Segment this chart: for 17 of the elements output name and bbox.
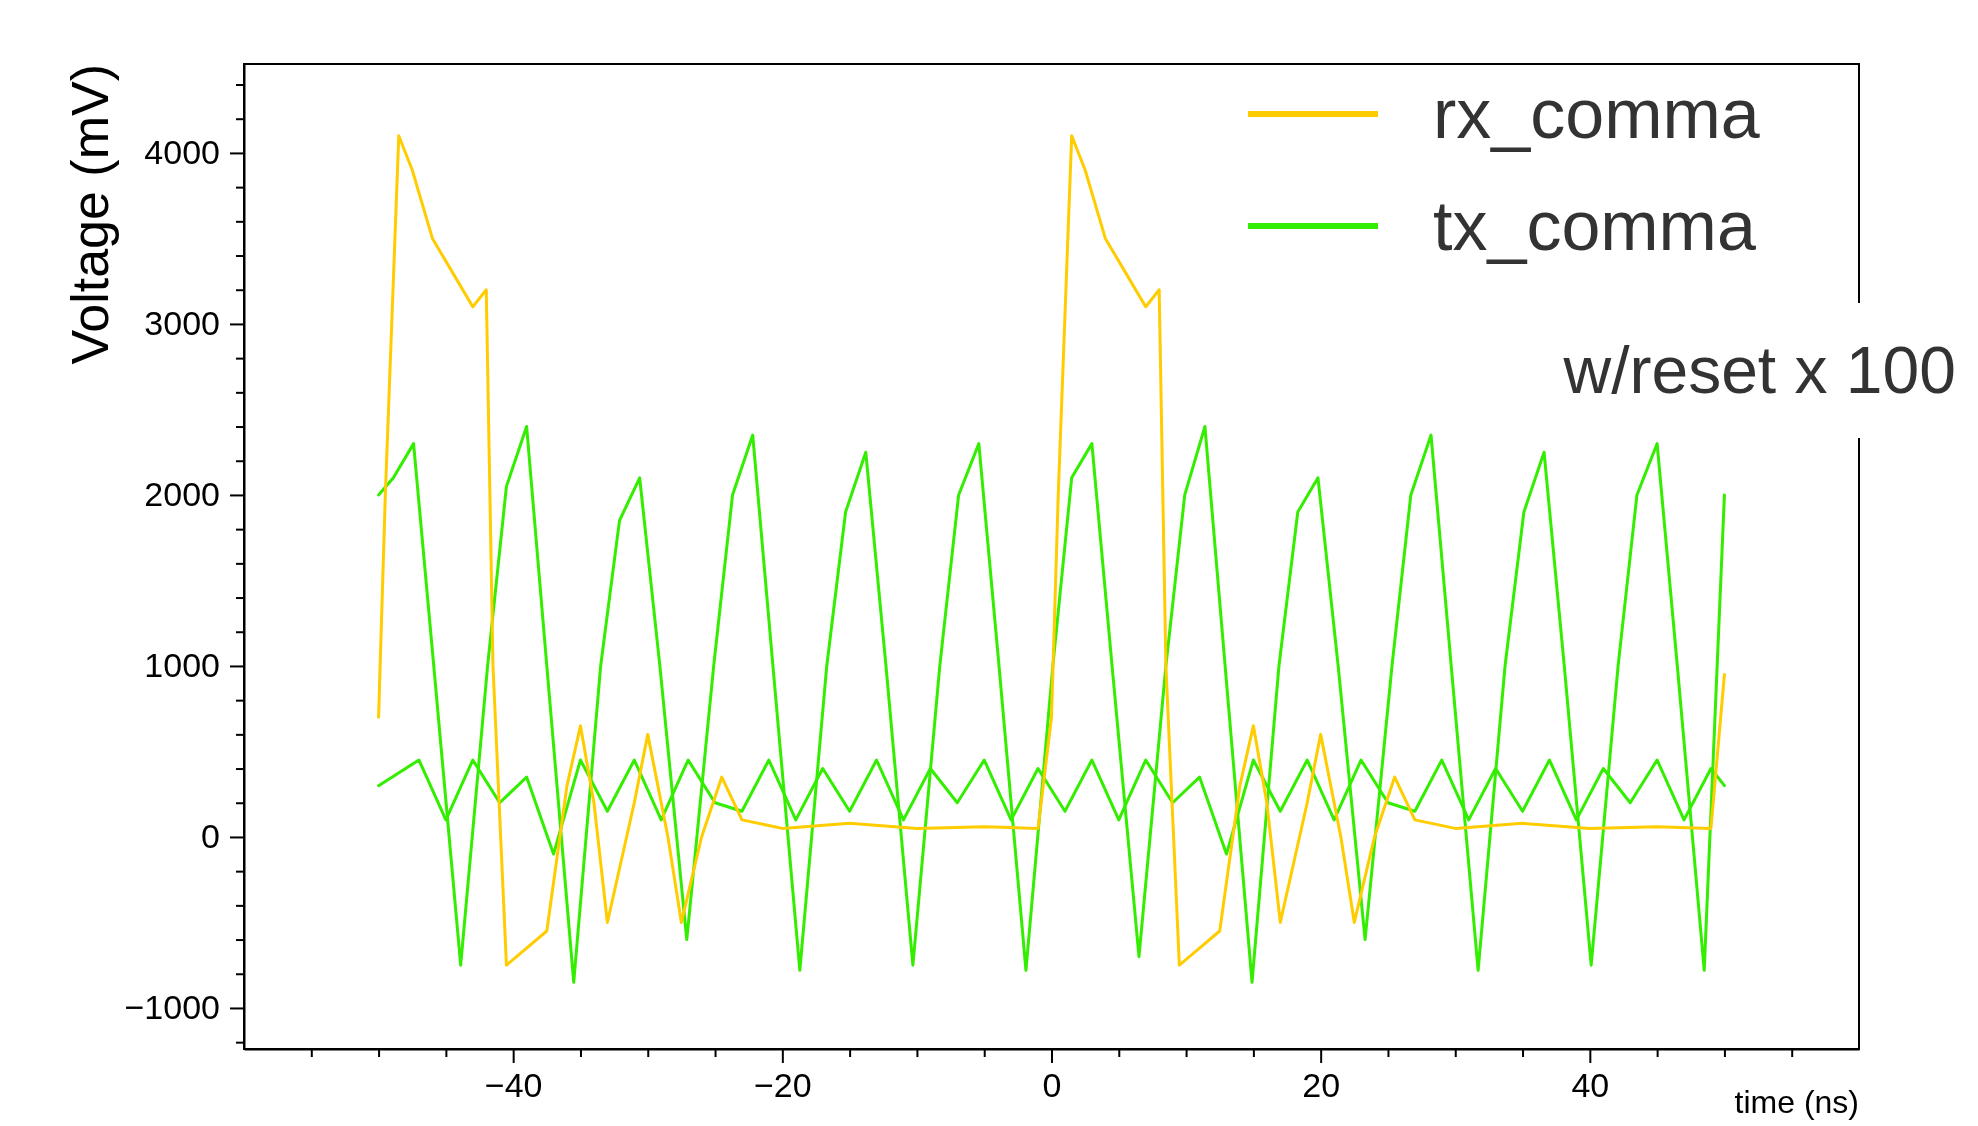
y-tick-label: 1000 bbox=[144, 646, 220, 685]
y-axis-title: Voltage (mV) bbox=[61, 64, 119, 365]
y-tick-label: 3000 bbox=[144, 304, 220, 343]
x-axis-title: time (ns) bbox=[1734, 1084, 1859, 1120]
x-tick-label: −40 bbox=[484, 1066, 543, 1105]
legend-label: tx_comma bbox=[1433, 187, 1756, 265]
x-tick-label: 20 bbox=[1302, 1066, 1341, 1105]
y-tick-label: −1000 bbox=[124, 988, 220, 1027]
y-tick-label: 4000 bbox=[144, 133, 220, 172]
y-tick-label: 2000 bbox=[144, 475, 220, 514]
x-tick-label: −20 bbox=[753, 1066, 812, 1105]
x-tick-label: 0 bbox=[1042, 1066, 1062, 1105]
y-tick-label: 0 bbox=[201, 817, 220, 856]
annotation: w/reset x 100 bbox=[1562, 333, 1956, 407]
legend-label: rx_comma bbox=[1433, 75, 1760, 153]
line-series bbox=[377, 425, 1726, 984]
x-tick-label: 40 bbox=[1571, 1066, 1610, 1105]
